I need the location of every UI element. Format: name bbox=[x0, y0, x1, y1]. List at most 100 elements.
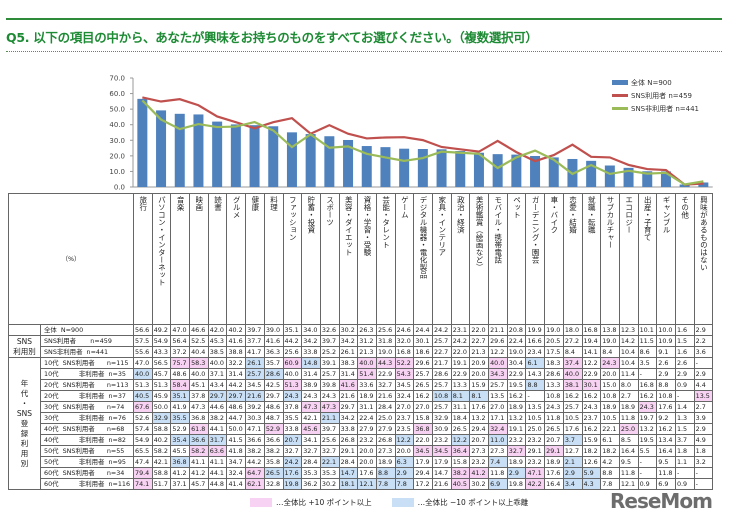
table-cell: 25.6 bbox=[282, 346, 303, 358]
table-cell: 40.5 bbox=[450, 478, 471, 490]
table-cell: 18.2 bbox=[581, 445, 602, 457]
category-header: スポーツ bbox=[319, 193, 340, 325]
table-cell: 0.9 bbox=[674, 379, 695, 391]
legend-item-sns-user: SNS利用者 n=459 bbox=[612, 89, 699, 102]
category-header: 美容・ダイエット bbox=[338, 193, 359, 325]
row-label: 50代 非利用者 n=95 bbox=[39, 456, 135, 468]
table-cell: 34.2 bbox=[338, 412, 359, 424]
bar-31 bbox=[698, 182, 709, 187]
table-cell: 38.3 bbox=[338, 357, 359, 369]
line-swatch bbox=[612, 94, 628, 97]
table-cell: 37.7 bbox=[245, 335, 265, 347]
table-cell: 40.0 bbox=[189, 368, 209, 380]
category-header: ギャンブル bbox=[656, 193, 676, 325]
table-cell: 20.0 bbox=[469, 368, 490, 380]
table-cell: 38.2 bbox=[263, 445, 284, 457]
table-cell: 12.1 bbox=[357, 478, 377, 490]
table-cell: 2.6 bbox=[656, 357, 676, 369]
table-cell: 15.0 bbox=[600, 379, 620, 391]
table-cell: 19.4 bbox=[581, 335, 602, 347]
group-label-sns: SNS 利用別 bbox=[8, 335, 41, 358]
table-cell: 45.5 bbox=[170, 445, 191, 457]
table-cell: 39.7 bbox=[319, 335, 340, 347]
table-cell: 52.9 bbox=[170, 423, 191, 435]
table-row: 50代 SNS利用者 n=55 65.5 58.2 45.5 58.2 63.6 41.8 3… bbox=[9, 445, 714, 457]
table-cell: 25.7 bbox=[432, 335, 452, 347]
table-row: 60代 SNS利用者 n=34 79.4 58.8 41.2 41.2 44.1 32.4 6… bbox=[9, 467, 714, 479]
table-cell: 42.2 bbox=[525, 478, 546, 490]
table-cell: 19.0 bbox=[544, 324, 564, 336]
table-cell: 17.5 bbox=[544, 346, 564, 358]
legend-item-total: 全体 N=900 bbox=[612, 76, 699, 89]
table-cell: - bbox=[637, 456, 658, 468]
table-cell: 23.7 bbox=[394, 412, 415, 424]
table-cell: 36.8 bbox=[189, 412, 209, 424]
table-cell: 2.6 bbox=[674, 357, 695, 369]
table-cell: 11.8 bbox=[656, 467, 676, 479]
table-cell: - bbox=[693, 478, 714, 490]
table-cell: 41.9 bbox=[170, 401, 191, 413]
table-cell: 38.5 bbox=[207, 346, 228, 358]
table-cell: 34.3 bbox=[488, 368, 508, 380]
category-header: 美術鑑賞（絵画など） bbox=[469, 193, 490, 325]
table-cell: 2.7 bbox=[618, 390, 639, 402]
table-cell: 13.5 bbox=[488, 390, 508, 402]
table-cell: 25.6 bbox=[375, 324, 396, 336]
category-header: 芸能・タレント bbox=[375, 193, 396, 325]
table-cell: 48.6 bbox=[263, 401, 284, 413]
row-label: 40代 非利用者 n=82 bbox=[39, 434, 135, 446]
table-cell: 13.3 bbox=[544, 379, 564, 391]
table-cell: 58.2 bbox=[151, 445, 172, 457]
table-cell: 13.5 bbox=[525, 401, 546, 413]
table-cell: 32.4 bbox=[394, 390, 415, 402]
table-cell: 41.6 bbox=[263, 335, 284, 347]
table-cell: 38.2 bbox=[450, 467, 471, 479]
table-cell: 79.4 bbox=[133, 467, 153, 479]
table-cell: 9.1 bbox=[656, 346, 676, 358]
table-cell: 36.6 bbox=[189, 434, 209, 446]
bar-23 bbox=[548, 157, 559, 187]
table-cell: 48.6 bbox=[226, 401, 247, 413]
table-cell: 25.7 bbox=[488, 379, 508, 391]
table-cell: 57.4 bbox=[133, 423, 153, 435]
table-cell: 33.8 bbox=[301, 346, 321, 358]
bar-15 bbox=[399, 148, 410, 187]
table-cell: 42.0 bbox=[207, 324, 228, 336]
table-cell: 25.7 bbox=[432, 379, 452, 391]
table-cell: 37.2 bbox=[170, 346, 191, 358]
category-header: サブカルチャー bbox=[600, 193, 620, 325]
table-cell: 56.4 bbox=[170, 335, 191, 347]
category-header: ファッション bbox=[282, 193, 303, 325]
table-cell: 51.7 bbox=[151, 478, 172, 490]
table-cell: 39.7 bbox=[245, 324, 265, 336]
table-cell: 12.7 bbox=[562, 445, 583, 457]
table-cell: 23.7 bbox=[581, 412, 602, 424]
table-cell: 36.8 bbox=[170, 456, 191, 468]
table-cell: 15.9 bbox=[469, 379, 490, 391]
bar-20 bbox=[492, 154, 503, 187]
table-cell: 22.0 bbox=[450, 346, 471, 358]
blue-swatch bbox=[391, 498, 414, 507]
row-label: 40代 SNS利用者 n=68 bbox=[39, 423, 135, 435]
table-cell: 27.0 bbox=[394, 401, 415, 413]
table-cell: 39.2 bbox=[245, 401, 265, 413]
table-cell: 31.7 bbox=[207, 434, 228, 446]
table-cell: 39.7 bbox=[319, 423, 340, 435]
table-cell: 45.3 bbox=[207, 335, 228, 347]
table-cell: 1.8 bbox=[693, 445, 714, 457]
table-cell: 35.4 bbox=[170, 434, 191, 446]
table-cell: 13.2 bbox=[506, 412, 527, 424]
table-cell: 12.2 bbox=[394, 434, 415, 446]
table-cell: 16.2 bbox=[581, 390, 602, 402]
table-cell: 60.9 bbox=[282, 357, 303, 369]
table-cell: 42.1 bbox=[301, 412, 321, 424]
group-label-age-sns: 年 代 ・ SNS 登 録 利 用 別 bbox=[8, 357, 41, 490]
table-cell: 30.4 bbox=[506, 357, 527, 369]
table-cell: 52.9 bbox=[263, 423, 284, 435]
table-cell: 24.3 bbox=[301, 390, 321, 402]
table-cell: 38.8 bbox=[226, 346, 247, 358]
row-label: 60代 SNS利用者 n=34 bbox=[39, 467, 135, 479]
title-divider bbox=[6, 51, 722, 52]
table-cell: 27.9 bbox=[357, 423, 377, 435]
table-cell: 67.6 bbox=[133, 401, 153, 413]
